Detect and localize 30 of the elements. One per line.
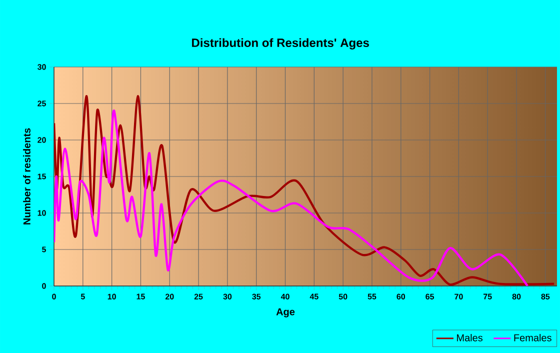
x-tick-label: 80	[512, 294, 521, 300]
y-tick-label: 30	[38, 64, 46, 70]
x-tick-label: 30	[223, 294, 232, 300]
x-tick-label: 65	[426, 294, 434, 300]
x-tick-label: 75	[484, 294, 492, 300]
chart-title: Distribution of Residents' Ages	[192, 38, 369, 50]
x-axis-title: Age	[276, 308, 295, 318]
x-tick-label: 55	[368, 294, 376, 300]
y-tick-label: 0	[42, 283, 46, 289]
x-tick-label: 5	[80, 294, 85, 300]
y-tick-label: 20	[38, 137, 46, 143]
x-tick-label: 70	[454, 294, 463, 300]
x-tick-label: 45	[310, 294, 318, 300]
x-tick-label: 40	[280, 294, 290, 300]
x-tick-label: 0	[52, 294, 56, 300]
y-tick-label: 15	[38, 174, 46, 180]
x-tick-label: 15	[136, 294, 145, 300]
x-tick-label: 25	[194, 294, 203, 300]
legend-label: Males	[457, 334, 483, 342]
y-tick-label: 5	[42, 246, 46, 252]
x-tick-label: 20	[165, 294, 174, 300]
x-tick-label: 50	[338, 294, 348, 300]
x-tick-label: 35	[252, 294, 261, 300]
y-tick-label: 25	[38, 100, 46, 106]
legend-label: Females	[514, 334, 552, 342]
x-tick-label: 60	[396, 294, 406, 300]
y-tick-label: 10	[38, 210, 46, 216]
x-tick-label: 85	[541, 294, 550, 300]
x-tick-label: 10	[108, 294, 116, 300]
y-axis-title: Number of residents	[23, 128, 30, 224]
